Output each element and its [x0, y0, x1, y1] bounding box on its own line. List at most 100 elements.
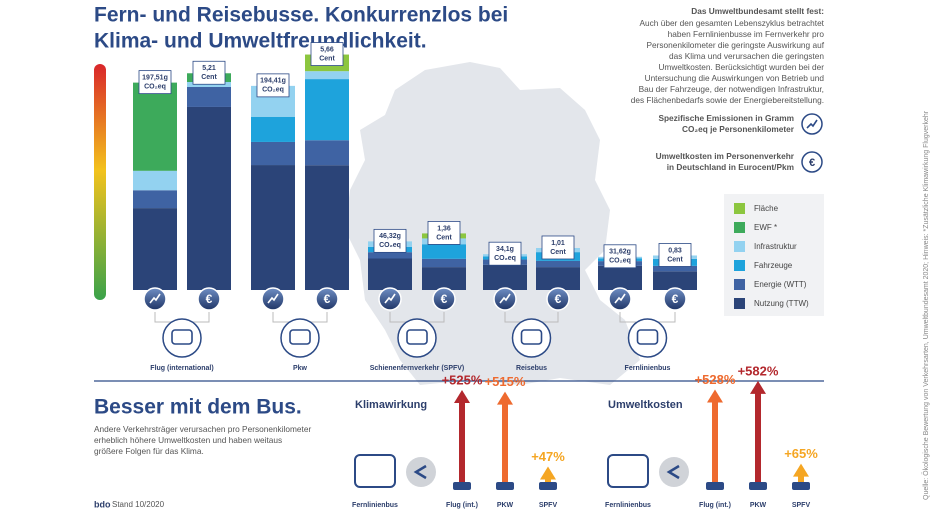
bar-segment: [598, 265, 642, 290]
info-line: Untersuchung die Auswirkungen von Betrie…: [645, 73, 825, 83]
value-box: [192, 60, 226, 85]
bar-segment: [133, 170, 177, 191]
bar-segment: [536, 260, 580, 268]
bar-segment: [368, 252, 412, 259]
legend-label: Infrastruktur: [754, 242, 797, 251]
vehicle-small: [792, 482, 810, 490]
arrow-label: +47%: [531, 449, 565, 464]
value-label: 31,62g: [609, 249, 631, 256]
vehicle-small: [496, 482, 514, 490]
legend-label: Fläche: [754, 204, 779, 213]
legend-swatch: [734, 222, 745, 233]
value-unit: Cent: [201, 74, 217, 81]
group-label: Fernlinienbus: [625, 365, 671, 372]
bar-segment: [422, 267, 466, 290]
legend-label: Fahrzeuge: [754, 261, 793, 270]
bar-segment: [305, 140, 349, 166]
icon-symbol: [806, 119, 818, 129]
logo: bdo: [94, 499, 111, 509]
note-line: CO₂eq je Personenkilometer: [682, 124, 795, 134]
value-label: 5,21: [202, 65, 216, 72]
value-unit: Cent: [667, 256, 683, 263]
bus-icon: [607, 454, 649, 488]
bar-icon-symbol: [384, 293, 396, 304]
panel-title: Klimawirkung: [355, 399, 427, 411]
bar-icon-symbol: [499, 293, 511, 304]
bar-segment: [305, 71, 349, 80]
value-box: [603, 244, 637, 269]
bottom-title: Besser mit dem Bus.: [94, 396, 302, 419]
bar-icon-symbol: €: [555, 292, 562, 306]
arrow-head: [750, 380, 766, 394]
value-label: 46,32g: [379, 233, 401, 240]
heat-scale: [94, 64, 106, 300]
arrow-head: [793, 463, 809, 477]
vehicle-icon: [280, 318, 320, 358]
bar-icon-symbol: €: [441, 292, 448, 306]
value-unit: CO₂eq: [379, 242, 401, 249]
value-box: [488, 241, 522, 266]
bar-segment: [133, 82, 177, 171]
note-line: Spezifische Emissionen in Gramm: [658, 113, 794, 123]
bar-icon: [197, 287, 221, 311]
bus-label: Fernlinienbus: [352, 502, 398, 509]
bar-segment: [133, 208, 177, 290]
arrow-head: [497, 391, 513, 405]
arrow-shaft: [712, 401, 718, 488]
value-box: [427, 221, 461, 245]
arrow-label: +528%: [695, 372, 736, 387]
value-box: [658, 243, 692, 267]
bottom-line: größere Folgen für das Klima.: [94, 446, 204, 456]
less-symbol: [413, 464, 427, 480]
group-label: Schienenfernverkehr (SPFV): [370, 365, 465, 372]
bar-segment: [251, 116, 295, 142]
bus-icon: [354, 454, 396, 488]
legend-label: Energie (WTT): [754, 280, 807, 289]
vehicle-icon: [397, 318, 437, 358]
value-unit: Cent: [550, 249, 566, 256]
bar-icon: [546, 287, 570, 311]
less-icon: [406, 457, 436, 487]
info-line: Umweltkosten. Berücksichtigt wurden bei …: [658, 62, 824, 72]
bar-icon: [432, 287, 456, 311]
vehicle-shape: [520, 329, 543, 345]
value-label: 197,51g: [142, 74, 168, 81]
value-label: 1,36: [437, 225, 451, 232]
value-unit: CO₂eq: [494, 255, 516, 262]
vehicle-icon: [511, 318, 552, 358]
info-line: des Flächenbedarfs sowie der Energiebere…: [631, 95, 824, 105]
bar-icon-symbol: €: [672, 292, 679, 306]
bar-segment: [368, 258, 412, 290]
bar-segment: [251, 141, 295, 166]
value-unit: Cent: [436, 234, 452, 241]
value-box: [310, 42, 344, 66]
info-line: Auch über den gesamten Lebenszyklus betr…: [640, 18, 825, 28]
content: Das Umweltbundesamt stellt fest: Auch übe…: [94, 6, 930, 509]
item-label: Flug (int.): [446, 502, 478, 509]
item-label: SPFV: [539, 502, 558, 509]
legend-swatch: [734, 298, 745, 309]
info-line: Bau der Fahrzeuge, der notwendigen Infra…: [639, 84, 824, 94]
info-line: Personenkilometer die geringste Auswirku…: [646, 40, 824, 50]
arrow-label: +515%: [485, 374, 526, 389]
value-box: [541, 235, 575, 260]
bar-segment: [251, 165, 295, 290]
bar-icon: [315, 287, 339, 311]
item-label: PKW: [497, 502, 514, 509]
arrow-label: +65%: [784, 446, 818, 461]
value-unit: CO₂eq: [609, 258, 631, 265]
title-line: Fern- und Reisebusse. Konkurrenzlos bei: [94, 4, 508, 27]
bar-segment: [133, 190, 177, 209]
vehicle-shape: [406, 329, 428, 345]
icon: [801, 151, 823, 173]
bar-segment: [483, 264, 527, 290]
vehicle-shape: [636, 329, 659, 345]
vehicle-shape: [289, 329, 311, 345]
group-label: Pkw: [293, 365, 308, 372]
bottom-line: erheblich höhere Umweltkosten und haben …: [94, 435, 282, 445]
value-label: 1,01: [551, 240, 565, 247]
bar-icon-symbol: [149, 293, 161, 304]
value-label: 194,41g: [260, 78, 286, 85]
bar-icon-symbol: €: [206, 292, 213, 306]
vehicle-shape: [171, 329, 193, 345]
